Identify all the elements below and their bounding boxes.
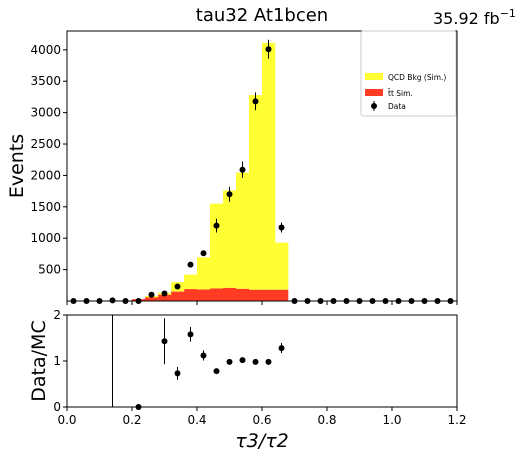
x-axis-label: τ3/τ2 [235,430,288,452]
ratio-point [239,357,246,364]
ttbar-bar [197,289,211,301]
ttbar-bar [184,289,198,301]
qcd-bar [223,190,237,288]
main-panel: 500 1000 1500 2000 2500 3000 3500 4000 Events Q… [6,30,458,305]
legend-box [360,30,457,117]
ratio-point [213,368,220,375]
main-y-tick-label: 500 [38,263,61,277]
main-y-tick-label: 3500 [30,74,61,88]
ttbar-bar [145,297,159,301]
ttbar-bar [171,291,185,301]
main-y-axis-label: Events [6,134,28,198]
ratio-point [174,370,181,377]
x-tick-label: 0.4 [187,413,206,427]
ratio-points [112,315,285,410]
ratio-y-tick-label: 0 [53,400,61,414]
x-tick-label: 0.8 [317,413,336,427]
qcd-bar [184,274,198,290]
ratio-y-tick-label: 2 [53,308,61,322]
main-y-tick-label: 1500 [30,200,61,214]
data-point [226,191,233,198]
legend-label-data: Data [388,102,406,111]
data-point [174,283,181,290]
main-y-tick-label: 4000 [30,43,61,57]
ratio-y-axis-label: Data/MC [28,320,50,401]
main-y-tick-label: 3000 [30,106,61,120]
ratio-point [252,358,259,365]
data-point [239,166,246,173]
qcd-bar [275,242,289,290]
ttbar-bar [249,289,263,301]
ratio-panel: 0 1 2 0.0 0.2 0.4 0.6 0.8 1.0 1.2 Data/MC τ3/τ2 [28,308,467,452]
x-tick-label: 0.6 [252,413,271,427]
lumi-label: 35.92 fb−1 [433,7,516,28]
data-point [213,222,220,229]
legend-label-ttbar: t̄t Sim. [388,89,413,98]
ttbar-bar [262,289,276,301]
ratio-y-tick-label: 1 [53,354,61,368]
data-point [187,261,194,268]
data-point [265,46,272,53]
ttbar-bar [158,294,172,301]
data-point [109,297,116,304]
lumi-exponent: −1 [500,7,516,20]
x-tick-label: 0.2 [122,413,141,427]
main-y-tick-label: 1000 [30,231,61,245]
ratio-x-ticks: 0.0 0.2 0.4 0.6 0.8 1.0 1.2 [57,407,467,427]
ratio-point [278,345,285,352]
x-tick-label: 0.0 [57,413,76,427]
ratio-point [226,358,233,365]
ratio-point [187,331,194,338]
main-y-tick-label: 2500 [30,137,61,151]
legend-marker-data [371,103,377,109]
chart-title: tau32 At1bcen [196,5,328,26]
ttbar-bar [275,289,289,301]
qcd-bar [210,203,224,289]
legend: QCD Bkg (Sim.) t̄t Sim. Data [360,30,457,117]
qcd-bar [249,95,263,290]
ratio-plot-area [67,315,457,407]
qcd-bar [236,172,250,289]
data-point [252,98,259,105]
data-point [161,290,168,297]
data-point [278,224,285,231]
x-tick-label: 1.0 [382,413,401,427]
data-point [200,250,207,257]
ttbar-bar [210,288,224,301]
x-tick-label: 1.2 [447,413,466,427]
ratio-point [200,352,207,359]
ttbar-bar [223,287,237,301]
data-point [148,291,155,298]
legend-swatch-ttbar [365,89,383,96]
lumi-value: 35.92 fb [433,9,500,28]
main-y-ticks: 500 1000 1500 2000 2500 3000 3500 4000 [30,43,458,305]
ratio-y-ticks: 0 1 2 [53,308,67,414]
legend-swatch-qcd [365,73,383,80]
ratio-point [161,338,168,345]
qcd-bar [197,257,211,290]
ratio-point [265,358,272,365]
stacked-bars [132,42,289,301]
legend-label-qcd: QCD Bkg (Sim.) [388,73,446,82]
main-y-tick-label: 2000 [30,168,61,182]
qcd-bar [262,42,276,290]
ttbar-bar [236,288,250,301]
